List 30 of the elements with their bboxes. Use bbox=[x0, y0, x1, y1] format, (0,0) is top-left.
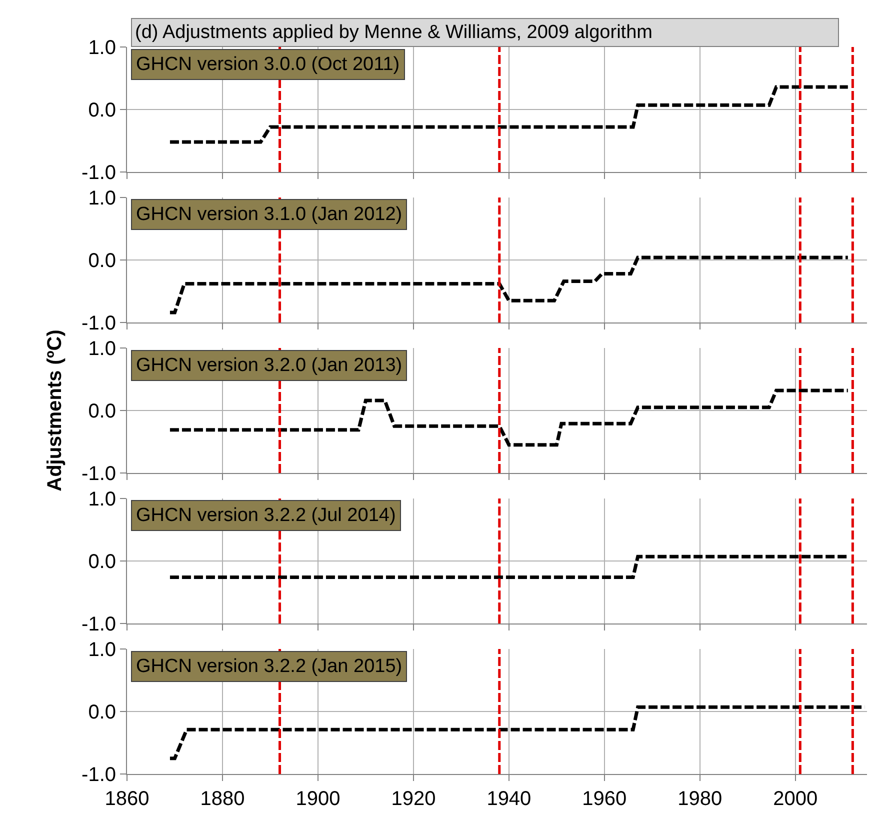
y-tick-label: 0.0 bbox=[88, 701, 116, 724]
x-tick-label: 1860 bbox=[104, 788, 150, 810]
y-tick-label: -1.0 bbox=[82, 312, 116, 335]
x-tick-label: 1920 bbox=[391, 788, 436, 810]
y-tick-label: 1.0 bbox=[88, 488, 116, 510]
annotation: GHCN version 3.0.0 (Oct 2011) bbox=[136, 54, 400, 75]
y-tick-label: 1.0 bbox=[88, 338, 116, 360]
x-tick-label: 1880 bbox=[200, 788, 245, 810]
y-axis-title: Adjustments (ºC) bbox=[44, 330, 66, 492]
x-tick-label: 1900 bbox=[296, 788, 340, 810]
y-tick-label: -1.0 bbox=[82, 764, 116, 786]
y-tick-label: 1.0 bbox=[88, 37, 116, 59]
x-tick-label: 1940 bbox=[486, 788, 532, 810]
chart-title: (d) Adjustments applied by Menne & Williams, 2009 algorithm bbox=[135, 22, 652, 43]
x-tick-label: 1980 bbox=[678, 788, 722, 810]
annotation: GHCN version 3.1.0 (Jan 2012) bbox=[136, 204, 402, 225]
y-tick-label: 0.0 bbox=[88, 400, 116, 422]
y-tick-label: 0.0 bbox=[88, 250, 116, 272]
annotation: GHCN version 3.2.2 (Jan 2015) bbox=[136, 656, 402, 677]
y-tick-label: 1.0 bbox=[88, 187, 116, 210]
y-tick-label: 0.0 bbox=[88, 550, 116, 573]
y-tick-label: -1.0 bbox=[82, 614, 116, 636]
y-tick-label: -1.0 bbox=[82, 162, 116, 184]
annotation: GHCN version 3.2.0 (Jan 2013) bbox=[136, 355, 402, 376]
y-tick-label: 0.0 bbox=[88, 100, 116, 122]
x-tick-label: 2000 bbox=[773, 788, 818, 810]
annotation: GHCN version 3.2.2 (Jul 2014) bbox=[136, 505, 396, 526]
y-tick-label: -1.0 bbox=[82, 463, 116, 486]
x-tick-label: 1960 bbox=[582, 788, 627, 810]
y-tick-label: 1.0 bbox=[88, 638, 116, 661]
